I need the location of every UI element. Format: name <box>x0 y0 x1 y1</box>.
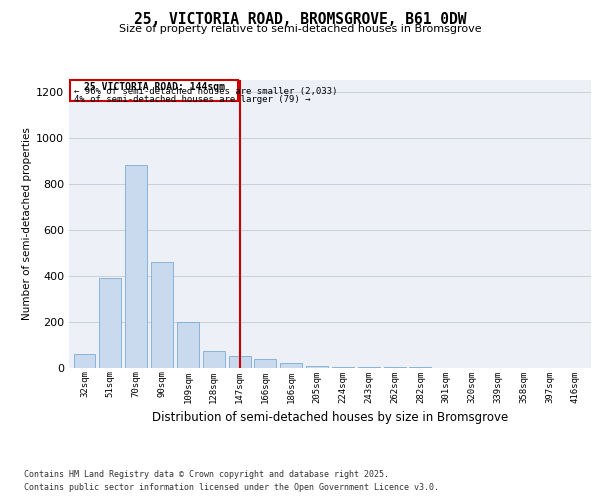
Bar <box>280 364 302 368</box>
Bar <box>203 352 224 368</box>
Text: 25 VICTORIA ROAD: 144sqm: 25 VICTORIA ROAD: 144sqm <box>84 82 225 92</box>
Text: Contains public sector information licensed under the Open Government Licence v3: Contains public sector information licen… <box>24 482 439 492</box>
Bar <box>100 278 121 368</box>
FancyBboxPatch shape <box>70 80 238 100</box>
Text: 4% of semi-detached houses are larger (79) →: 4% of semi-detached houses are larger (7… <box>74 95 311 104</box>
Text: 25, VICTORIA ROAD, BROMSGROVE, B61 0DW: 25, VICTORIA ROAD, BROMSGROVE, B61 0DW <box>134 12 466 28</box>
Bar <box>74 354 95 368</box>
Y-axis label: Number of semi-detached properties: Number of semi-detached properties <box>22 128 32 320</box>
Bar <box>125 165 147 368</box>
Text: Contains HM Land Registry data © Crown copyright and database right 2025.: Contains HM Land Registry data © Crown c… <box>24 470 389 479</box>
Text: Size of property relative to semi-detached houses in Bromsgrove: Size of property relative to semi-detach… <box>119 24 481 34</box>
Bar <box>254 360 277 368</box>
Bar <box>151 262 173 368</box>
Bar <box>177 322 199 368</box>
Bar <box>306 366 328 368</box>
X-axis label: Distribution of semi-detached houses by size in Bromsgrove: Distribution of semi-detached houses by … <box>152 411 508 424</box>
Bar <box>332 367 354 368</box>
Bar <box>229 356 251 368</box>
Text: ← 96% of semi-detached houses are smaller (2,033): ← 96% of semi-detached houses are smalle… <box>74 87 338 96</box>
